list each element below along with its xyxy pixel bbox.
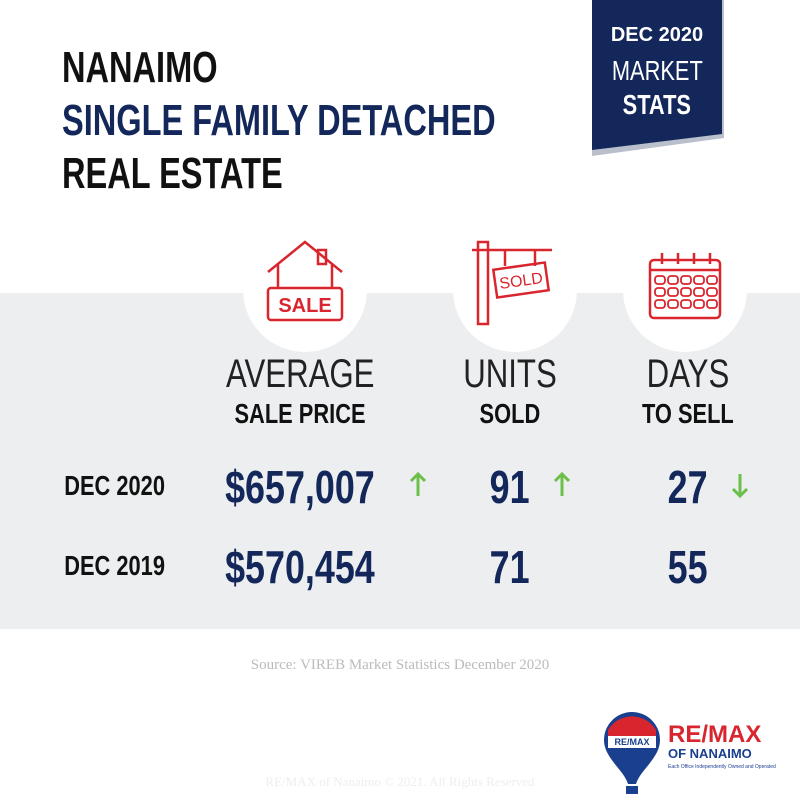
column-bottom-text: SOLD: [479, 398, 541, 429]
title-line: NANAIMO: [62, 43, 218, 92]
balloon-text: RE/MAX: [614, 737, 649, 747]
badge-line: STATS: [592, 89, 722, 121]
row-label-text: DEC 2020: [64, 470, 166, 501]
cell: 91: [390, 460, 630, 514]
cell: 55: [568, 540, 800, 594]
cell-text: 27: [668, 461, 708, 513]
icon-circle: [243, 228, 367, 352]
column-top: AVERAGE: [180, 352, 420, 397]
cell-text: $657,007: [225, 461, 375, 513]
cell: $657,007: [180, 460, 420, 514]
row-label: DEC 2020: [15, 470, 215, 502]
column-bottom: TO SELL: [568, 398, 800, 430]
row-label: DEC 2019: [15, 550, 215, 582]
arrow-path: [731, 474, 749, 499]
sold-icon: [472, 240, 552, 326]
title-line: SINGLE FAMILY DETACHED: [62, 96, 496, 145]
logo-name: RE/MAX: [668, 721, 761, 748]
badge-bg: [592, 0, 722, 150]
column-bottom-text: SALE PRICE: [234, 398, 366, 429]
badge-line: MARKET: [592, 55, 722, 87]
cell-text: 71: [490, 541, 530, 593]
arrow-path: [553, 471, 571, 496]
footer: RE/MAX of Nanaimo © 2021. All Rights Res…: [265, 774, 535, 789]
badge-date: DEC 2020: [610, 24, 704, 46]
icon-circle: [453, 228, 577, 352]
cell: 71: [390, 540, 630, 594]
row-label-text: DEC 2019: [64, 550, 166, 581]
trend-arrow: [731, 474, 749, 499]
logo: RE/MAX RE/MAX OF NANAIMO Each Office Ind…: [604, 712, 776, 794]
arrow-path: [409, 471, 427, 496]
column-top-text: UNITS: [463, 352, 557, 396]
icon-circle: [623, 228, 747, 352]
calendar-icon: [648, 253, 722, 320]
badge: [592, 0, 724, 156]
source: Source: VIREB Market Statistics December…: [250, 657, 550, 673]
badge-text: STATS: [622, 89, 692, 120]
column-bottom: SOLD: [390, 398, 630, 430]
balloon-stripe: [608, 716, 656, 736]
logo-note: Each Office Independently Owned and Oper…: [668, 764, 776, 770]
basket: [626, 786, 638, 794]
icon-text: SALE: [278, 295, 331, 317]
balloon-band: [608, 736, 656, 748]
trend-arrow: [409, 471, 427, 496]
cell-text: 91: [490, 461, 530, 513]
column-top: UNITS: [390, 352, 630, 397]
column-bottom-text: TO SELL: [642, 398, 734, 429]
column-top: DAYS: [568, 352, 800, 397]
column-top-text: AVERAGE: [225, 352, 375, 396]
cell: 27: [568, 460, 800, 514]
logo-sub: OF NANAIMO: [668, 746, 752, 761]
cell-text: $570,454: [225, 541, 375, 593]
cell: $570,454: [180, 540, 420, 594]
trend-arrow: [553, 471, 571, 496]
sale-icon: [266, 240, 344, 322]
column-bottom: SALE PRICE: [180, 398, 420, 430]
icons: SALE SOLD: [243, 228, 747, 352]
title-line: REAL ESTATE: [62, 149, 283, 198]
column-top-text: DAYS: [646, 352, 730, 396]
badge-text: MARKET: [611, 55, 703, 86]
icon-text: SOLD: [498, 270, 544, 293]
cell-text: 55: [668, 541, 708, 593]
